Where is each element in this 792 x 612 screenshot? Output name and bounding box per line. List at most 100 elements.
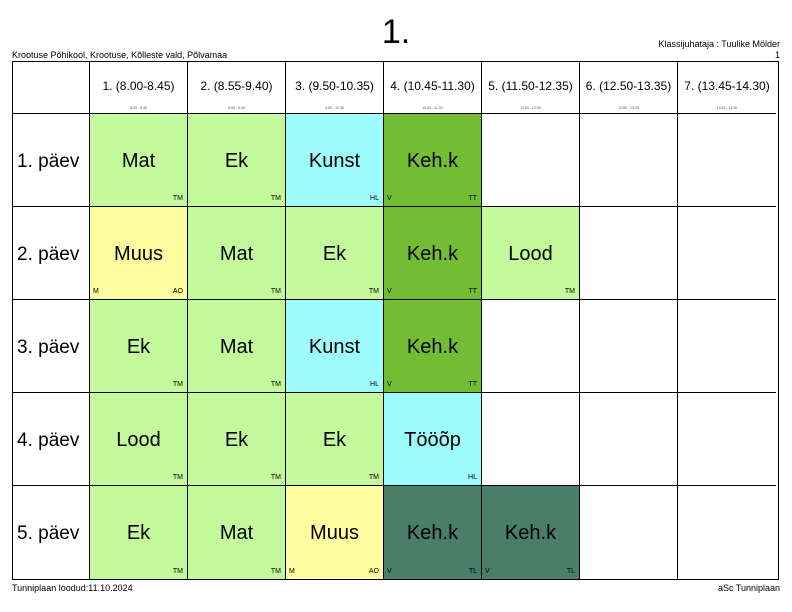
period-time: 11:50 - 12:35 [520, 106, 541, 110]
lesson-cell: Keh.k V TT [384, 114, 482, 207]
empty-cell [482, 114, 580, 207]
lesson-teacher: TM [172, 381, 183, 388]
lesson-subject: Kunst [308, 336, 361, 358]
empty-cell [482, 300, 580, 393]
lesson-teacher: TM [270, 381, 281, 388]
lesson-cell: Ek TM [286, 207, 384, 300]
lesson-teacher: TM [368, 474, 379, 481]
period-header: 1. (8.00-8.45) 8:00 - 8:45 [90, 62, 188, 114]
lesson-cell: Mat TM [188, 300, 286, 393]
lesson-teacher: TM [270, 195, 281, 202]
lesson-teacher: TT [468, 381, 477, 388]
lesson-cell: Keh.k V TL [482, 486, 580, 579]
lesson-cell: Ek TM [90, 300, 188, 393]
lesson-subject: Mat [219, 522, 254, 544]
lesson-teacher: TT [468, 288, 477, 295]
timetable-grid: 1. (8.00-8.45) 8:00 - 8:45 2. (8.55-9.40) 8… [12, 61, 779, 580]
period-label: 6. (12.50-13.35) [585, 79, 672, 93]
lesson-cell: Mat TM [188, 486, 286, 579]
empty-cell [678, 207, 776, 300]
lesson-cell: Ek TM [188, 114, 286, 207]
lesson-subject: Keh.k [406, 243, 459, 265]
lesson-subject: Mat [219, 243, 254, 265]
empty-cell [580, 207, 678, 300]
lesson-cell: Ek TM [90, 486, 188, 579]
period-label: 5. (11.50-12.35) [488, 79, 573, 93]
lesson-subject: Lood [508, 243, 553, 265]
lesson-cell: Keh.k V TT [384, 207, 482, 300]
lesson-subject: Ek [224, 429, 249, 451]
empty-cell [580, 486, 678, 579]
period-header: 6. (12.50-13.35) 12:50 - 13:35 [580, 62, 678, 114]
lesson-teacher: HL [370, 381, 379, 388]
lesson-subject: Muus [114, 243, 163, 265]
empty-cell [482, 393, 580, 486]
lesson-teacher: TT [468, 195, 477, 202]
lesson-room: M [93, 288, 99, 295]
lesson-subject: Keh.k [406, 522, 459, 544]
lesson-subject: Ek [126, 522, 151, 544]
period-label: 1. (8.00-8.45) [102, 79, 175, 93]
lesson-cell: Tööõp HL [384, 393, 482, 486]
period-label: 2. (8.55-9.40) [200, 79, 273, 93]
lesson-cell: Lood TM [90, 393, 188, 486]
lesson-cell: Kunst HL [286, 300, 384, 393]
period-label: 4. (10.45-11.30) [390, 79, 475, 93]
created-date: Tunniplaan loodud:11.10.2024 [12, 583, 133, 593]
lesson-teacher: TL [468, 568, 477, 575]
lesson-room: V [387, 568, 392, 575]
period-header: 2. (8.55-9.40) 8:55 - 9:40 [188, 62, 286, 114]
class-teacher: Klassijuhataja : Tuulike Mölder [658, 39, 780, 49]
day-label: 3. päev [17, 337, 80, 358]
lesson-subject: Ek [126, 336, 151, 358]
empty-cell [580, 300, 678, 393]
lesson-subject: Keh.k [406, 150, 459, 172]
day-header: 4. päev [13, 393, 90, 486]
lesson-cell: Muus M AO [90, 207, 188, 300]
school-name: Krootuse Põhikool, Krootuse, Kõlleste va… [12, 50, 228, 60]
lesson-teacher: TM [270, 288, 281, 295]
lesson-cell: Muus M AO [286, 486, 384, 579]
lesson-cell: Lood TM [482, 207, 580, 300]
lesson-cell: Mat TM [188, 207, 286, 300]
empty-cell [678, 486, 776, 579]
lesson-teacher: TL [566, 568, 575, 575]
lesson-teacher: AO [172, 288, 183, 295]
period-time: 8:55 - 9:40 [228, 106, 245, 110]
day-header: 2. päev [13, 207, 90, 300]
period-time: 13:45 - 14:30 [716, 106, 738, 110]
lesson-teacher: HL [468, 474, 477, 481]
period-label: 3. (9.50-10.35) [295, 79, 374, 93]
lesson-subject: Kunst [308, 150, 361, 172]
page-number: 1 [774, 50, 780, 60]
period-label: 7. (13.45-14.30) [684, 79, 770, 93]
lesson-cell: Kunst HL [286, 114, 384, 207]
lesson-teacher: TM [368, 288, 379, 295]
empty-cell [678, 114, 776, 207]
period-time: 10:45 - 11:30 [422, 106, 443, 110]
day-label: 5. päev [17, 523, 80, 544]
lesson-cell: Ek TM [286, 393, 384, 486]
lesson-cell: Keh.k V TL [384, 486, 482, 579]
corner-cell [13, 62, 90, 114]
empty-cell [678, 393, 776, 486]
lesson-subject: Keh.k [504, 522, 557, 544]
lesson-subject: Mat [121, 150, 156, 172]
lesson-teacher: TM [270, 474, 281, 481]
lesson-subject: Ek [322, 429, 347, 451]
lesson-subject: Ek [224, 150, 249, 172]
lesson-room: V [387, 288, 392, 295]
lesson-teacher: TM [172, 568, 183, 575]
day-label: 1. päev [17, 151, 80, 172]
lesson-teacher: HL [370, 195, 379, 202]
day-header: 1. päev [13, 114, 90, 207]
day-label: 2. päev [17, 244, 80, 265]
lesson-subject: Lood [116, 429, 161, 451]
period-time: 9:50 - 10:35 [325, 106, 344, 110]
lesson-subject: Ek [322, 243, 347, 265]
day-header: 5. päev [13, 486, 90, 579]
lesson-teacher: TM [564, 288, 575, 295]
lesson-teacher: AO [368, 568, 379, 575]
lesson-room: V [485, 568, 490, 575]
empty-cell [580, 393, 678, 486]
